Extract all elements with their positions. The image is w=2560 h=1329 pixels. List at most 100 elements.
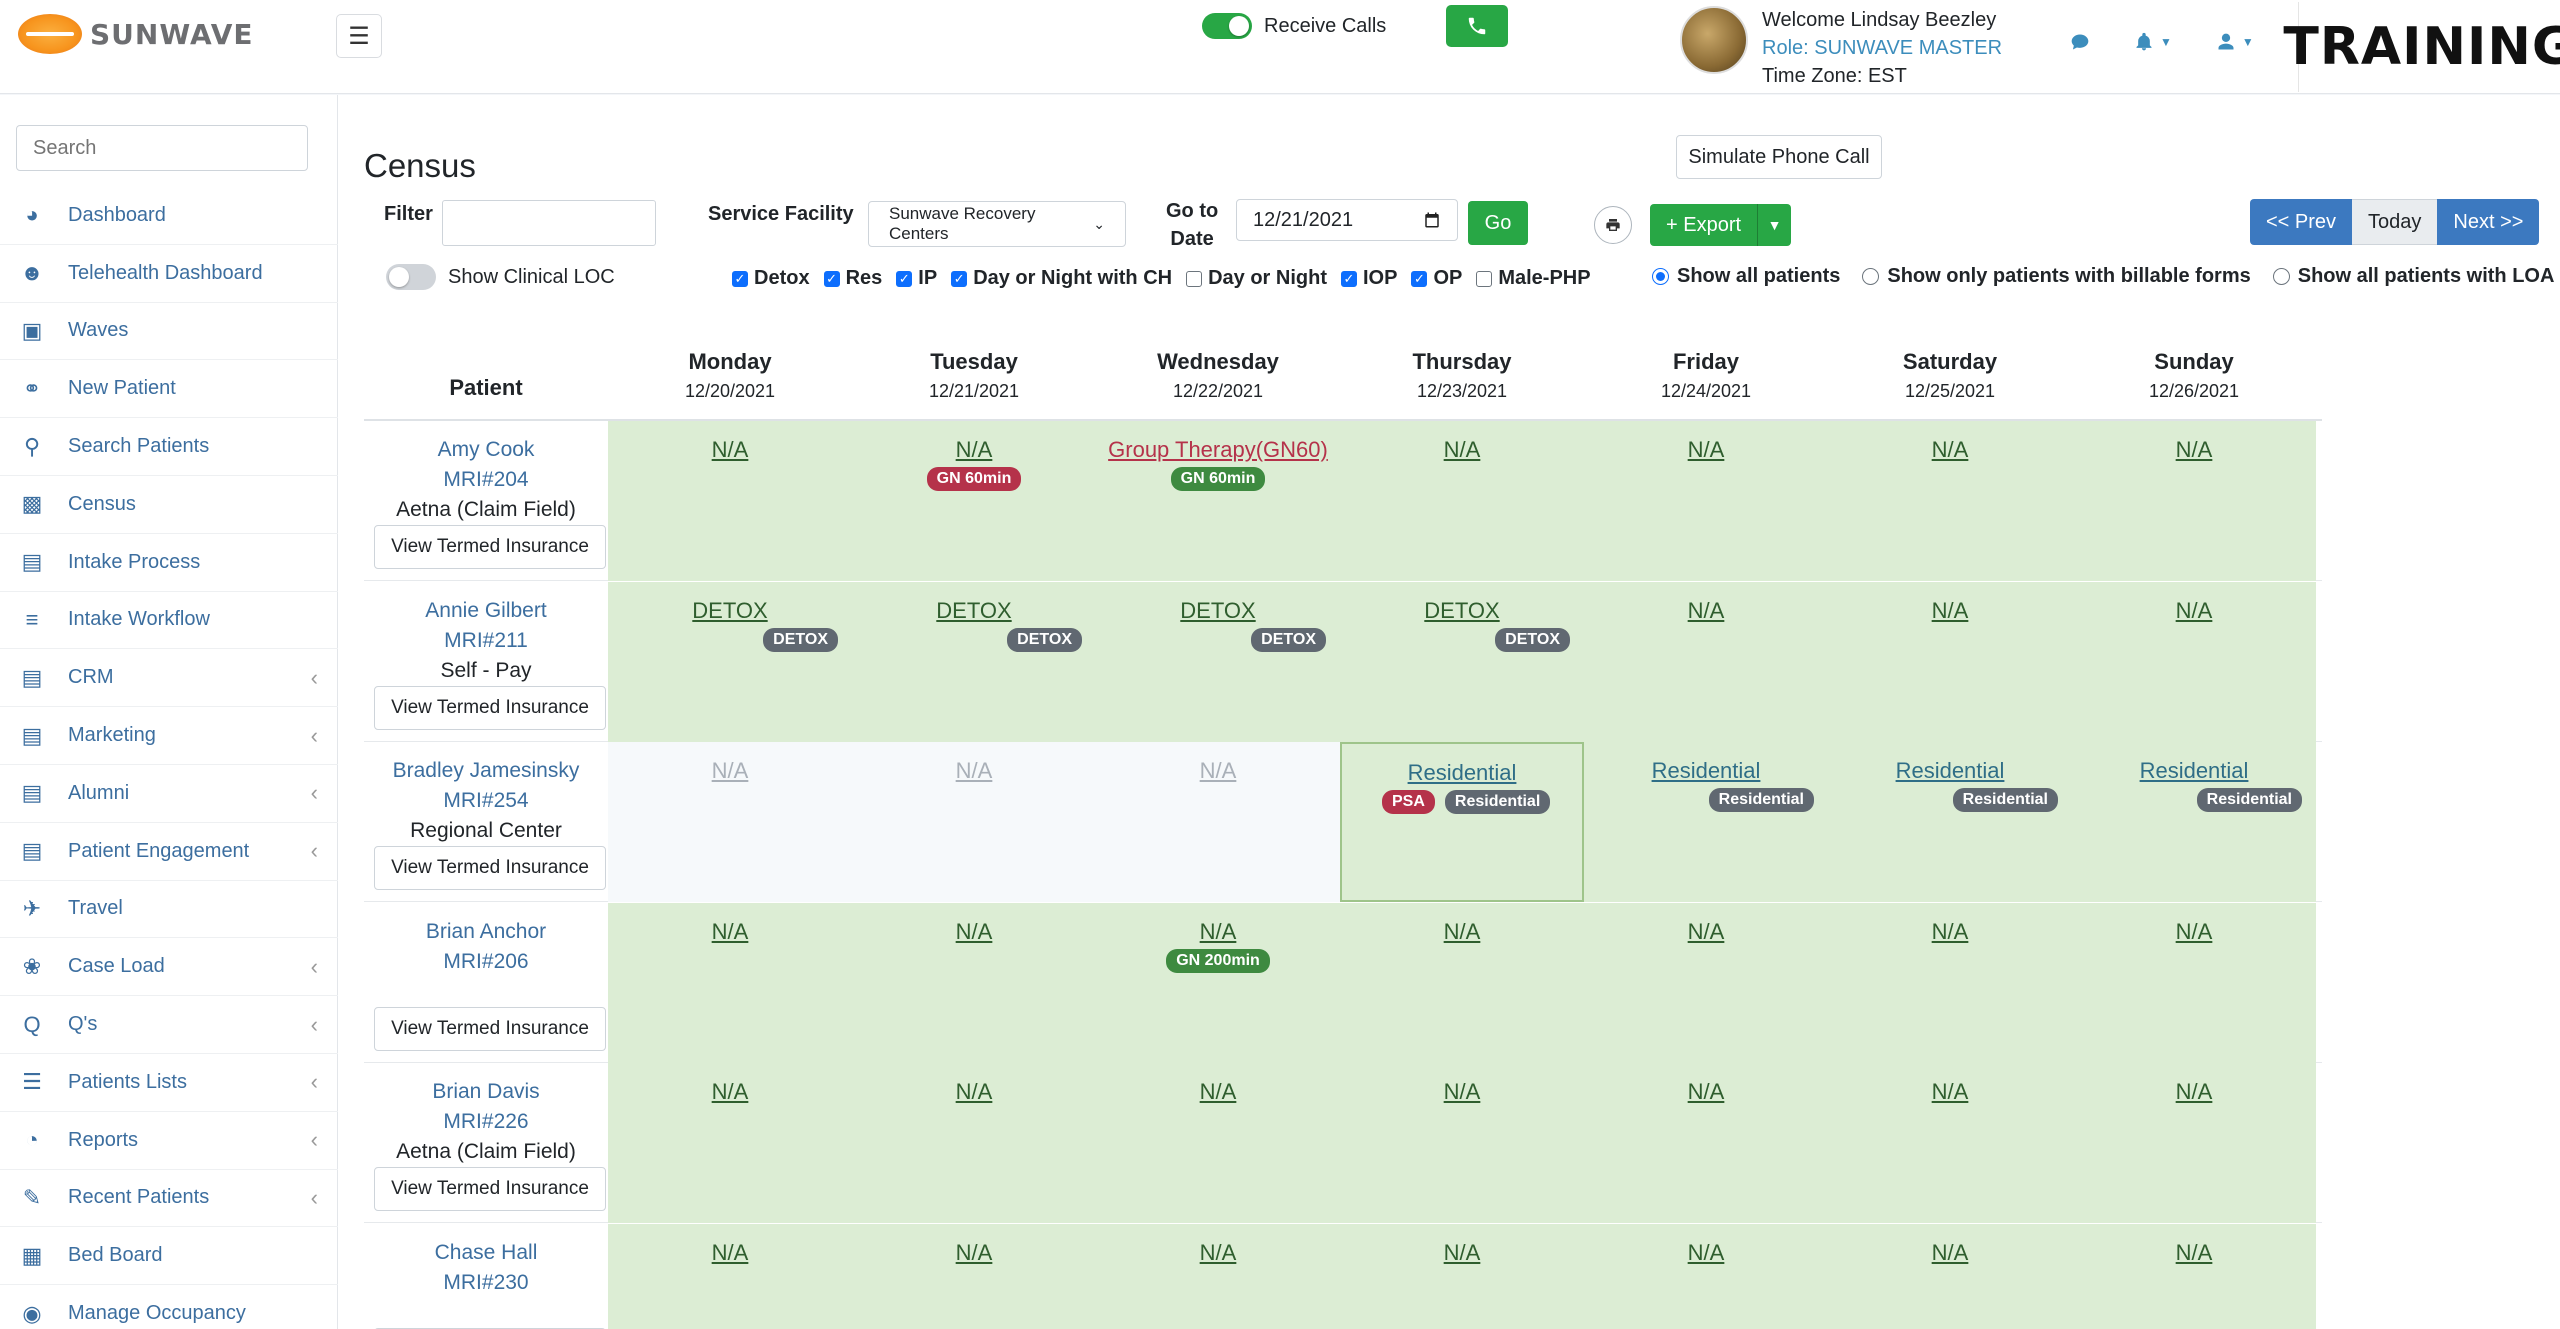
census-day-cell[interactable]: DETOX DETOX — [608, 581, 852, 742]
census-day-cell[interactable]: Residential Residential — [1828, 742, 2072, 902]
radio-option-0[interactable]: Show all patients — [1652, 265, 1840, 288]
service-link[interactable]: N/A — [1199, 758, 1237, 783]
checkbox-box[interactable]: ✓ — [1340, 270, 1357, 287]
service-link[interactable]: N/A — [1687, 597, 1725, 623]
service-link[interactable]: N/A — [711, 918, 749, 944]
view-termed-insurance-button[interactable]: View Termed Insurance — [374, 1006, 606, 1051]
census-day-cell[interactable]: DETOX DETOX — [1096, 581, 1340, 742]
checkbox-op[interactable]: ✓ OP — [1411, 267, 1462, 290]
census-day-cell[interactable]: DETOX DETOX — [1340, 581, 1584, 742]
service-link[interactable]: Group Therapy(GN60) — [1108, 437, 1328, 462]
sidebar-item-telehealth-dashboard[interactable]: ☻ Telehealth Dashboard — [0, 245, 338, 303]
sidebar-item-search-patients[interactable]: ⚲ Search Patients — [0, 418, 338, 476]
sunwave-logo[interactable]: SUNWAVE — [18, 14, 254, 54]
sidebar-item-marketing[interactable]: ▤ Marketing ‹ — [0, 707, 338, 765]
patient-name-link[interactable]: Annie Gilbert — [425, 598, 547, 622]
census-day-cell[interactable]: N/A — [1584, 581, 1828, 742]
service-facility-select[interactable]: Sunwave Recovery Centers ⌄ — [868, 201, 1126, 247]
service-link[interactable]: DETOX — [936, 597, 1012, 623]
simulate-phone-call-button[interactable]: Simulate Phone Call — [1676, 135, 1882, 179]
sidebar-item-census[interactable]: ▩ Census — [0, 476, 338, 534]
service-link[interactable]: N/A — [1687, 1079, 1725, 1104]
service-link[interactable]: Residential — [1651, 758, 1761, 783]
service-link[interactable]: Residential — [2139, 758, 2249, 783]
view-termed-insurance-button[interactable]: View Termed Insurance — [374, 1167, 606, 1211]
prev-week-button[interactable]: << Prev — [2250, 199, 2353, 245]
patient-name-link[interactable]: Bradley Jamesinsky — [392, 759, 580, 782]
census-day-cell[interactable]: N/A — [608, 421, 852, 581]
radio-button[interactable] — [1652, 268, 1669, 285]
census-day-cell[interactable]: N/A — [1828, 581, 2072, 742]
show-clinical-loc-toggle[interactable] — [386, 264, 436, 290]
census-day-cell[interactable]: DETOX DETOX — [852, 581, 1096, 742]
service-link[interactable]: N/A — [711, 1079, 749, 1104]
census-day-cell[interactable]: N/A — [2072, 902, 2316, 1063]
sidebar-item-crm[interactable]: ▤ CRM ‹ — [0, 649, 338, 708]
checkbox-res[interactable]: ✓ Res — [823, 267, 882, 290]
patient-mri-link[interactable]: MRI#204 — [443, 468, 529, 491]
census-day-cell[interactable]: N/A — [1096, 1223, 1340, 1329]
patient-mri-link[interactable]: MRI#206 — [443, 949, 529, 973]
search-input[interactable] — [16, 125, 308, 171]
radio-option-2[interactable]: Show all patients with LOA — [2272, 265, 2554, 288]
checkbox-iop[interactable]: ✓ IOP — [1340, 267, 1397, 290]
census-day-cell[interactable]: N/A — [1340, 902, 1584, 1063]
export-button[interactable]: + Export — [1650, 204, 1758, 246]
service-link[interactable]: N/A — [1199, 918, 1237, 944]
checkbox-box[interactable] — [1186, 270, 1203, 287]
checkbox-box[interactable]: ✓ — [951, 270, 968, 287]
view-termed-insurance-button[interactable]: View Termed Insurance — [374, 685, 606, 730]
sidebar-item-q-s[interactable]: Q Q's ‹ — [0, 996, 338, 1054]
service-link[interactable]: N/A — [711, 437, 749, 462]
date-input[interactable]: 12/21/2021 — [1236, 199, 1458, 241]
census-day-cell[interactable]: N/A — [1584, 902, 1828, 1063]
menu-toggle-button[interactable]: ☰ — [336, 14, 382, 58]
census-day-cell[interactable]: N/A GN 60min — [852, 421, 1096, 581]
patient-mri-link[interactable]: MRI#211 — [444, 628, 528, 652]
sidebar-item-intake-process[interactable]: ▤ Intake Process — [0, 534, 338, 592]
service-link[interactable]: N/A — [711, 1239, 749, 1265]
service-link[interactable]: N/A — [1199, 1239, 1237, 1265]
census-day-cell[interactable]: N/A — [608, 1223, 852, 1329]
checkbox-box[interactable] — [1476, 270, 1493, 287]
patient-name-link[interactable]: Chase Hall — [434, 1240, 538, 1264]
role-link[interactable]: Role: SUNWAVE MASTER — [1762, 37, 2003, 59]
service-link[interactable]: N/A — [955, 1239, 993, 1265]
sidebar-item-patients-lists[interactable]: ☰ Patients Lists ‹ — [0, 1054, 338, 1112]
census-day-cell[interactable]: N/A — [852, 742, 1096, 902]
census-day-cell[interactable]: N/A — [852, 1223, 1096, 1329]
messages-button[interactable] — [2070, 32, 2090, 52]
service-link[interactable]: DETOX — [692, 597, 768, 623]
census-day-cell[interactable]: N/A — [2072, 1223, 2316, 1329]
user-menu-button[interactable]: ▼ — [2216, 32, 2254, 52]
census-day-cell[interactable]: N/A — [1828, 421, 2072, 581]
view-termed-insurance-button[interactable]: View Termed Insurance — [374, 846, 606, 890]
service-link[interactable]: N/A — [711, 758, 749, 783]
service-link[interactable]: N/A — [1931, 1239, 1969, 1265]
census-day-cell[interactable]: N/A — [608, 902, 852, 1063]
patient-mri-link[interactable]: MRI#254 — [443, 789, 529, 812]
census-day-cell[interactable]: N/A — [1340, 421, 1584, 581]
sidebar-item-reports[interactable]: ◔ Reports ‹ — [0, 1112, 338, 1170]
census-day-cell[interactable]: N/A — [1584, 1223, 1828, 1329]
service-link[interactable]: N/A — [2175, 918, 2213, 944]
service-link[interactable]: N/A — [1687, 437, 1725, 462]
notifications-button[interactable]: ▼ — [2134, 32, 2172, 52]
service-link[interactable]: N/A — [1443, 437, 1481, 462]
next-week-button[interactable]: Next >> — [2437, 199, 2540, 245]
service-link[interactable]: N/A — [955, 918, 993, 944]
sidebar-item-alumni[interactable]: ▤ Alumni ‹ — [0, 765, 338, 823]
census-day-cell[interactable]: Residential Residential — [2072, 742, 2316, 902]
service-link[interactable]: Residential — [1407, 760, 1517, 785]
print-button[interactable] — [1594, 206, 1632, 244]
census-day-cell[interactable]: N/A — [1096, 742, 1340, 902]
census-day-cell[interactable]: N/A — [2072, 581, 2316, 742]
radio-option-1[interactable]: Show only patients with billable forms — [1862, 265, 2251, 288]
filter-input[interactable] — [442, 200, 656, 246]
service-link[interactable]: N/A — [1443, 1079, 1481, 1104]
phone-button[interactable] — [1446, 5, 1508, 47]
service-link[interactable]: N/A — [1931, 597, 1969, 623]
service-link[interactable]: N/A — [1443, 1239, 1481, 1265]
census-day-cell[interactable]: N/A — [2072, 1063, 2316, 1223]
service-link[interactable]: Residential — [1895, 758, 2005, 783]
